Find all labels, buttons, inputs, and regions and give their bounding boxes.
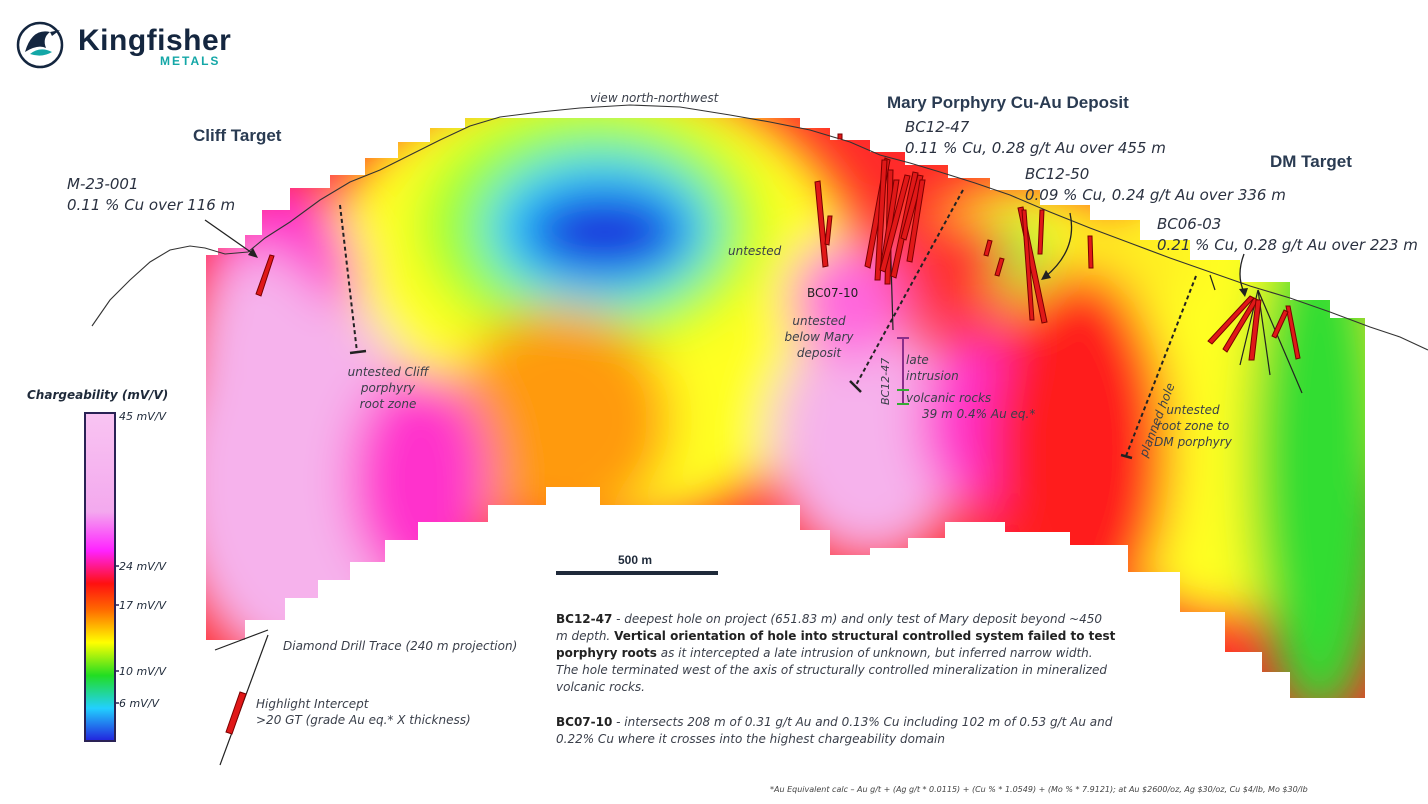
scale-bar-label: 500 m — [618, 553, 653, 567]
au-equivalent-footnote: *Au Equivalent calc – Au g/t + (Ag g/t *… — [770, 785, 1308, 794]
arrow-heads — [248, 248, 1248, 297]
note-bc0710: BC07-10 - intersects 208 m of 0.31 g/t A… — [556, 714, 1116, 748]
note-bc1247-bold: Vertical orientation of hole into struct… — [556, 629, 1116, 660]
note-bc0710-text: - intersects 208 m of 0.31 g/t Au and 0.… — [556, 715, 1113, 746]
highlight-intercepts — [255, 133, 1301, 361]
legend-intercept-label: Highlight Intercept >20 GT (grade Au eq.… — [256, 697, 471, 727]
hole-id: BC06-03 — [1157, 215, 1222, 233]
kingfisher-logo-icon — [16, 21, 64, 69]
hole-id: BC12-47 — [905, 118, 970, 136]
legend-title: Chargeability (mV/V) — [27, 388, 169, 402]
late-intrusion-label: late intrusion — [906, 353, 959, 383]
hole-id: M-23-001 — [67, 175, 139, 193]
legend-drill-trace-label: Diamond Drill Trace (240 m projection) — [283, 639, 518, 653]
bc0710-label: BC07-10 — [807, 286, 859, 300]
view-direction-label: view north-northwest — [590, 91, 719, 105]
note-bc1247: BC12-47 - deepest hole on project (651.8… — [556, 611, 1116, 696]
legend-colorbar — [84, 412, 116, 742]
cliff-target-title: Cliff Target — [193, 126, 282, 145]
logo-wordmark: Kingfisher — [78, 24, 232, 57]
hole-bc1247-callout: BC12-47 0.11 % Cu, 0.28 g/t Au over 455 … — [905, 117, 1166, 159]
hole-id: BC12-50 — [1025, 165, 1090, 183]
untested-label: untested — [728, 244, 782, 258]
untested-dashed-holes — [339, 189, 1197, 460]
bc1247-vertical-label: BC12-47 — [879, 357, 892, 405]
untested-below-mary-label: untested below Mary deposit — [784, 314, 854, 360]
untested-cliff-root-label: untested Cliff porphyry root zone — [347, 365, 429, 411]
hole-result: 0.09 % Cu, 0.24 g/t Au over 336 m — [1025, 186, 1286, 204]
hole-m23001-callout: M-23-001 0.11 % Cu over 116 m — [67, 174, 235, 216]
topography-line — [91, 104, 1428, 351]
legend-tick-10: 10 mV/V — [119, 665, 166, 678]
legend-tick-24: 24 mV/V — [119, 560, 166, 573]
hole-bc1250-callout: BC12-50 0.09 % Cu, 0.24 g/t Au over 336 … — [1025, 164, 1286, 206]
legend-tick-6: 6 mV/V — [119, 697, 159, 710]
legend-intercept-icon — [225, 691, 247, 735]
scale-bar — [556, 571, 718, 575]
note-bc0710-id: BC07-10 — [556, 715, 613, 729]
hole-result: 0.11 % Cu, 0.28 g/t Au over 455 m — [905, 139, 1166, 157]
hole-bc0603-callout: BC06-03 0.21 % Cu, 0.28 g/t Au over 223 … — [1157, 214, 1418, 256]
hole-result: 0.11 % Cu over 116 m — [67, 196, 236, 214]
note-bc1247-lead: - deepest hole on project (651.83 m) and… — [556, 612, 1102, 643]
bc1247-vertical-marker — [897, 337, 909, 405]
mary-deposit-title: Mary Porphyry Cu-Au Deposit — [887, 93, 1129, 112]
volcanic-rocks-label: volcanic rocks 39 m 0.4% Au eq.* — [906, 391, 1036, 421]
untested-dm-root-label: untested root zone to DM porphyry — [1154, 403, 1232, 449]
note-bc1247-tail: as it intercepted a late intrusion of un… — [556, 646, 1107, 694]
dm-target-title: DM Target — [1270, 152, 1352, 171]
legend-tick-45: 45 mV/V — [119, 410, 166, 423]
hole-result: 0.21 % Cu, 0.28 g/t Au over 223 m — [1157, 236, 1418, 254]
logo-subtitle: METALS — [160, 54, 221, 68]
legend-ticks — [115, 565, 119, 704]
note-bc1247-id: BC12-47 — [556, 612, 613, 626]
legend-tick-17: 17 mV/V — [119, 599, 166, 612]
